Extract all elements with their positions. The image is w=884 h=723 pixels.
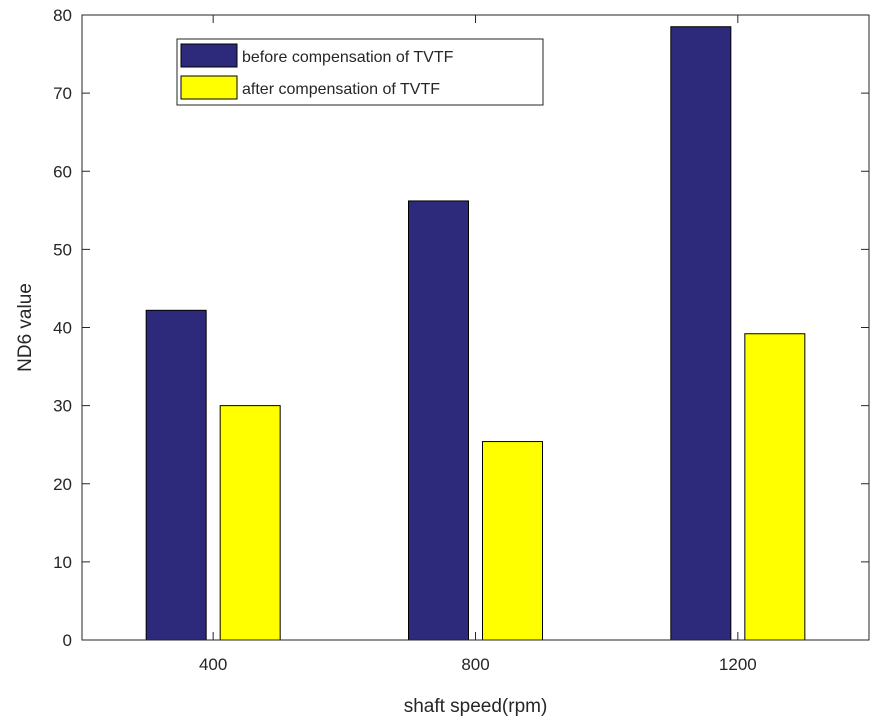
axes-group: 400 800 1200 0 10 20 30 40 50 60 70 80 (53, 6, 869, 674)
legend: before compensation of TVTF after compen… (176, 38, 544, 106)
legend-box (176, 38, 544, 106)
bar-after-400 (219, 405, 281, 641)
x-axis-label: shaft speed(rpm) (404, 696, 548, 717)
legend-label-after: after compensation of TVTF (242, 81, 440, 98)
bar-before-1200 (670, 26, 732, 641)
y-axis-label: ND6 value (15, 283, 36, 372)
x-tick-label-1200: 1200 (719, 655, 757, 674)
bars-group (145, 26, 806, 641)
y-tick-label-50: 50 (53, 240, 72, 259)
y-tick-label-30: 30 (53, 397, 72, 416)
y-tick-label-40: 40 (53, 319, 72, 338)
bar-after-800 (482, 441, 543, 641)
y-tick-label-70: 70 (53, 84, 72, 103)
legend-swatch-before (180, 43, 238, 68)
y-tick-label-0: 0 (63, 631, 72, 650)
plot-area (82, 15, 869, 640)
plot-frame (81, 14, 870, 641)
x-tick-label-800: 800 (461, 655, 489, 674)
bar-before-400 (145, 309, 207, 641)
legend-label-before: before compensation of TVTF (242, 49, 454, 66)
x-tick-label-400: 400 (199, 655, 227, 674)
bar-before-800 (408, 200, 469, 641)
y-tick-label-10: 10 (53, 553, 72, 572)
y-tick-label-60: 60 (53, 162, 72, 181)
legend-swatch-after (180, 75, 238, 100)
y-tick-label-80: 80 (53, 6, 72, 25)
y-tick-label-20: 20 (53, 475, 72, 494)
bar-after-1200 (744, 333, 806, 641)
